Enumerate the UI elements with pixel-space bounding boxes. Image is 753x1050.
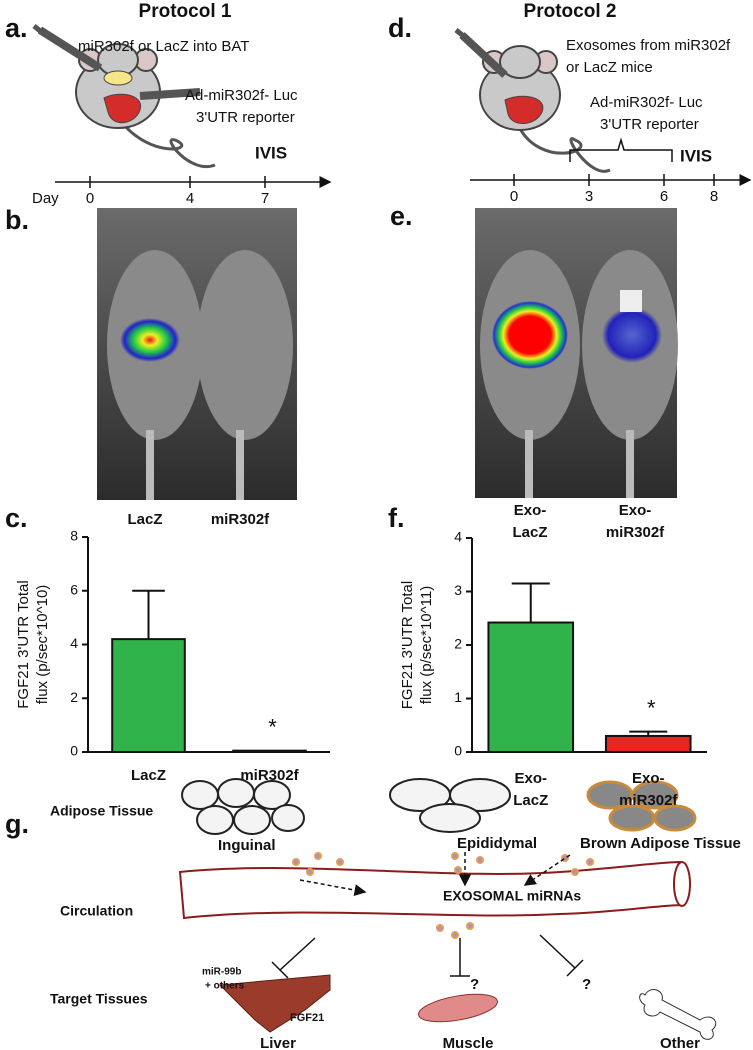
- y-tick-label: 2: [70, 689, 78, 705]
- protocol-text: 3'UTR reporter: [600, 116, 699, 133]
- adipose-cells: [181, 778, 511, 835]
- mouse-cartoon: [454, 28, 611, 173]
- protocol-readout: IVIS: [680, 146, 712, 165]
- y-tick-label: 0: [70, 743, 78, 759]
- x-tick-label: miR302f: [240, 767, 299, 784]
- timeline-tick-label: 0: [510, 188, 518, 205]
- protocol-text: miR302f or LacZ into BAT: [78, 38, 249, 55]
- y-tick-label: 2: [454, 636, 462, 652]
- image-label: miR302f: [211, 511, 270, 528]
- mouse-cartoon: [32, 24, 216, 169]
- protocol-text: Ad-miR302f- Luc: [185, 87, 298, 104]
- panel-label: e.: [390, 201, 413, 231]
- significance-marker: *: [647, 695, 656, 720]
- liver: [218, 974, 331, 1033]
- timeline-tick-label: 0: [86, 190, 94, 207]
- timeline-tick-label: 7: [261, 190, 269, 207]
- y-tick-label: 4: [454, 529, 462, 545]
- brown-cells: [586, 780, 697, 832]
- y-tick-label: 0: [454, 743, 462, 759]
- bone: [639, 989, 717, 1040]
- x-tick-label: LacZ: [131, 767, 166, 784]
- y-tick-label: 1: [454, 689, 462, 705]
- brace: [569, 137, 673, 162]
- diagram-label: Epididymal: [457, 835, 537, 852]
- exosomes: [292, 852, 594, 939]
- panel-label: f.: [388, 503, 405, 533]
- diagram-label: Adipose Tissue: [50, 803, 153, 819]
- image-label: Exo- LacZ: [512, 502, 548, 541]
- protocol-readout: IVIS: [255, 143, 287, 162]
- y-tick-label: 4: [70, 635, 78, 651]
- timeline-tick-label: 6: [660, 188, 668, 205]
- diagram-label: ?: [582, 976, 591, 993]
- protocol-text: 3'UTR reporter: [196, 109, 295, 126]
- diagram-label: ?: [470, 976, 479, 993]
- panel-label: b.: [5, 205, 29, 235]
- diagram-label: Other: [660, 1035, 700, 1050]
- y-axis-label: flux (p/sec*10^11): [418, 586, 435, 704]
- y-axis-label: FGF21 3'UTR Total: [15, 580, 32, 708]
- diagram-label: Brown Adipose Tissue: [580, 835, 741, 852]
- timeline-label: Day: [32, 190, 59, 207]
- image-label: Exo- miR302f: [605, 502, 665, 541]
- diagram-label: miR-99b: [202, 967, 241, 978]
- protocol-text: Ad-miR302f- Luc: [590, 94, 703, 111]
- panel-label: a.: [5, 13, 28, 43]
- bar: [487, 621, 575, 754]
- protocol-title: Protocol 1: [139, 1, 232, 22]
- y-tick-label: 8: [70, 528, 78, 544]
- muscle: [418, 993, 498, 1023]
- diagram-label: Inguinal: [218, 837, 276, 854]
- y-axis-label: FGF21 3'UTR Total: [399, 581, 416, 709]
- diagram-label: FGF21: [290, 1012, 324, 1024]
- y-tick-label: 6: [70, 581, 78, 597]
- protocol-text: Exosomes from miR302f: [566, 37, 731, 54]
- diagram-label: Liver: [260, 1035, 296, 1050]
- tube: [178, 860, 691, 920]
- diagram-label: EXOSOMAL miRNAs: [443, 888, 581, 904]
- y-tick-label: 3: [454, 582, 462, 598]
- diagram-label: Target Tissues: [50, 991, 148, 1007]
- diagram-label: Muscle: [443, 1035, 494, 1050]
- timeline-tick-label: 4: [186, 190, 194, 207]
- image-label: LacZ: [127, 511, 162, 528]
- diagram-label: Circulation: [60, 903, 133, 919]
- y-axis-label: flux (p/sec*10^10): [34, 585, 51, 705]
- panel-label: d.: [388, 13, 412, 43]
- bar: [111, 638, 186, 753]
- protocol-title: Protocol 2: [524, 1, 617, 22]
- x-tick-label: Exo- LacZ: [513, 770, 549, 809]
- timeline-tick-label: 3: [585, 188, 593, 205]
- x-tick-label: Exo- miR302f: [619, 770, 678, 809]
- ivis-image: [97, 208, 297, 500]
- panel-label: c.: [5, 503, 28, 533]
- ivis-image: [475, 208, 678, 498]
- diagram-label: + others: [205, 981, 245, 992]
- timeline-tick-label: 8: [710, 188, 718, 205]
- protocol-text: or LacZ mice: [566, 59, 653, 76]
- bar: [604, 734, 692, 754]
- panel-label: g.: [5, 809, 29, 839]
- significance-marker: *: [268, 714, 277, 739]
